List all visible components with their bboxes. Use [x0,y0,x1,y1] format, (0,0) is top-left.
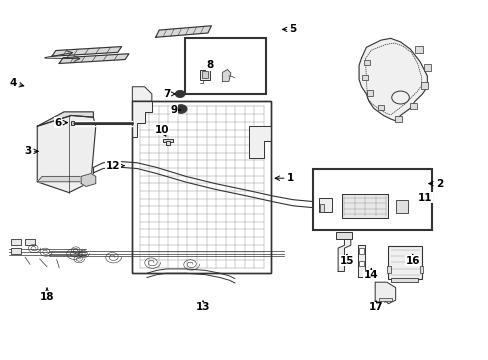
Text: 13: 13 [195,301,210,312]
Bar [132,101,271,273]
Polygon shape [222,69,230,81]
Text: 16: 16 [405,255,419,266]
Text: 6: 6 [55,118,67,128]
Bar [318,198,331,212]
Polygon shape [374,282,395,304]
Bar [341,194,387,218]
Polygon shape [358,39,427,121]
Polygon shape [37,176,96,182]
Text: 9: 9 [170,105,180,115]
Bar [409,103,416,109]
Bar [184,39,266,94]
Text: 7: 7 [163,89,175,99]
Bar [312,169,431,230]
Bar [363,60,369,65]
Polygon shape [156,26,211,37]
Text: 11: 11 [417,193,431,203]
Bar [25,239,35,244]
Bar [361,75,367,80]
Bar [419,266,423,273]
Bar [423,64,430,71]
Polygon shape [132,87,152,101]
Polygon shape [37,116,96,193]
Bar [71,121,74,126]
Text: 3: 3 [24,146,38,156]
Bar [319,204,324,212]
Circle shape [175,90,184,98]
Text: 4: 4 [9,78,24,88]
Text: 8: 8 [206,60,214,70]
Polygon shape [37,112,93,126]
Text: 15: 15 [339,255,353,266]
Text: 12: 12 [105,161,124,171]
Bar [165,141,169,145]
Bar [378,298,391,301]
Bar [395,201,407,213]
Polygon shape [249,126,271,158]
Bar [358,248,363,253]
Text: 14: 14 [363,269,378,280]
Polygon shape [81,174,96,186]
Bar [132,101,271,273]
Bar [387,246,422,279]
Bar [335,232,351,239]
Text: 18: 18 [40,288,54,302]
Bar [199,69,210,80]
Bar [366,90,372,96]
Bar [390,278,417,282]
Bar [202,71,207,78]
Polygon shape [52,46,122,56]
Text: 10: 10 [154,125,168,136]
Polygon shape [337,237,350,271]
Bar [11,239,21,244]
Bar [11,248,21,253]
Bar [377,105,384,110]
Text: 2: 2 [428,179,442,189]
Bar [162,139,173,142]
Bar [420,82,427,89]
Polygon shape [357,244,365,277]
Polygon shape [59,54,129,63]
Text: 1: 1 [275,173,294,183]
Bar [394,116,401,122]
Bar [414,45,422,53]
Bar [386,266,390,273]
Circle shape [175,105,186,113]
Polygon shape [132,101,152,137]
Bar [341,194,387,218]
Text: 17: 17 [368,301,383,312]
Bar [358,261,363,266]
Text: 5: 5 [282,24,296,35]
